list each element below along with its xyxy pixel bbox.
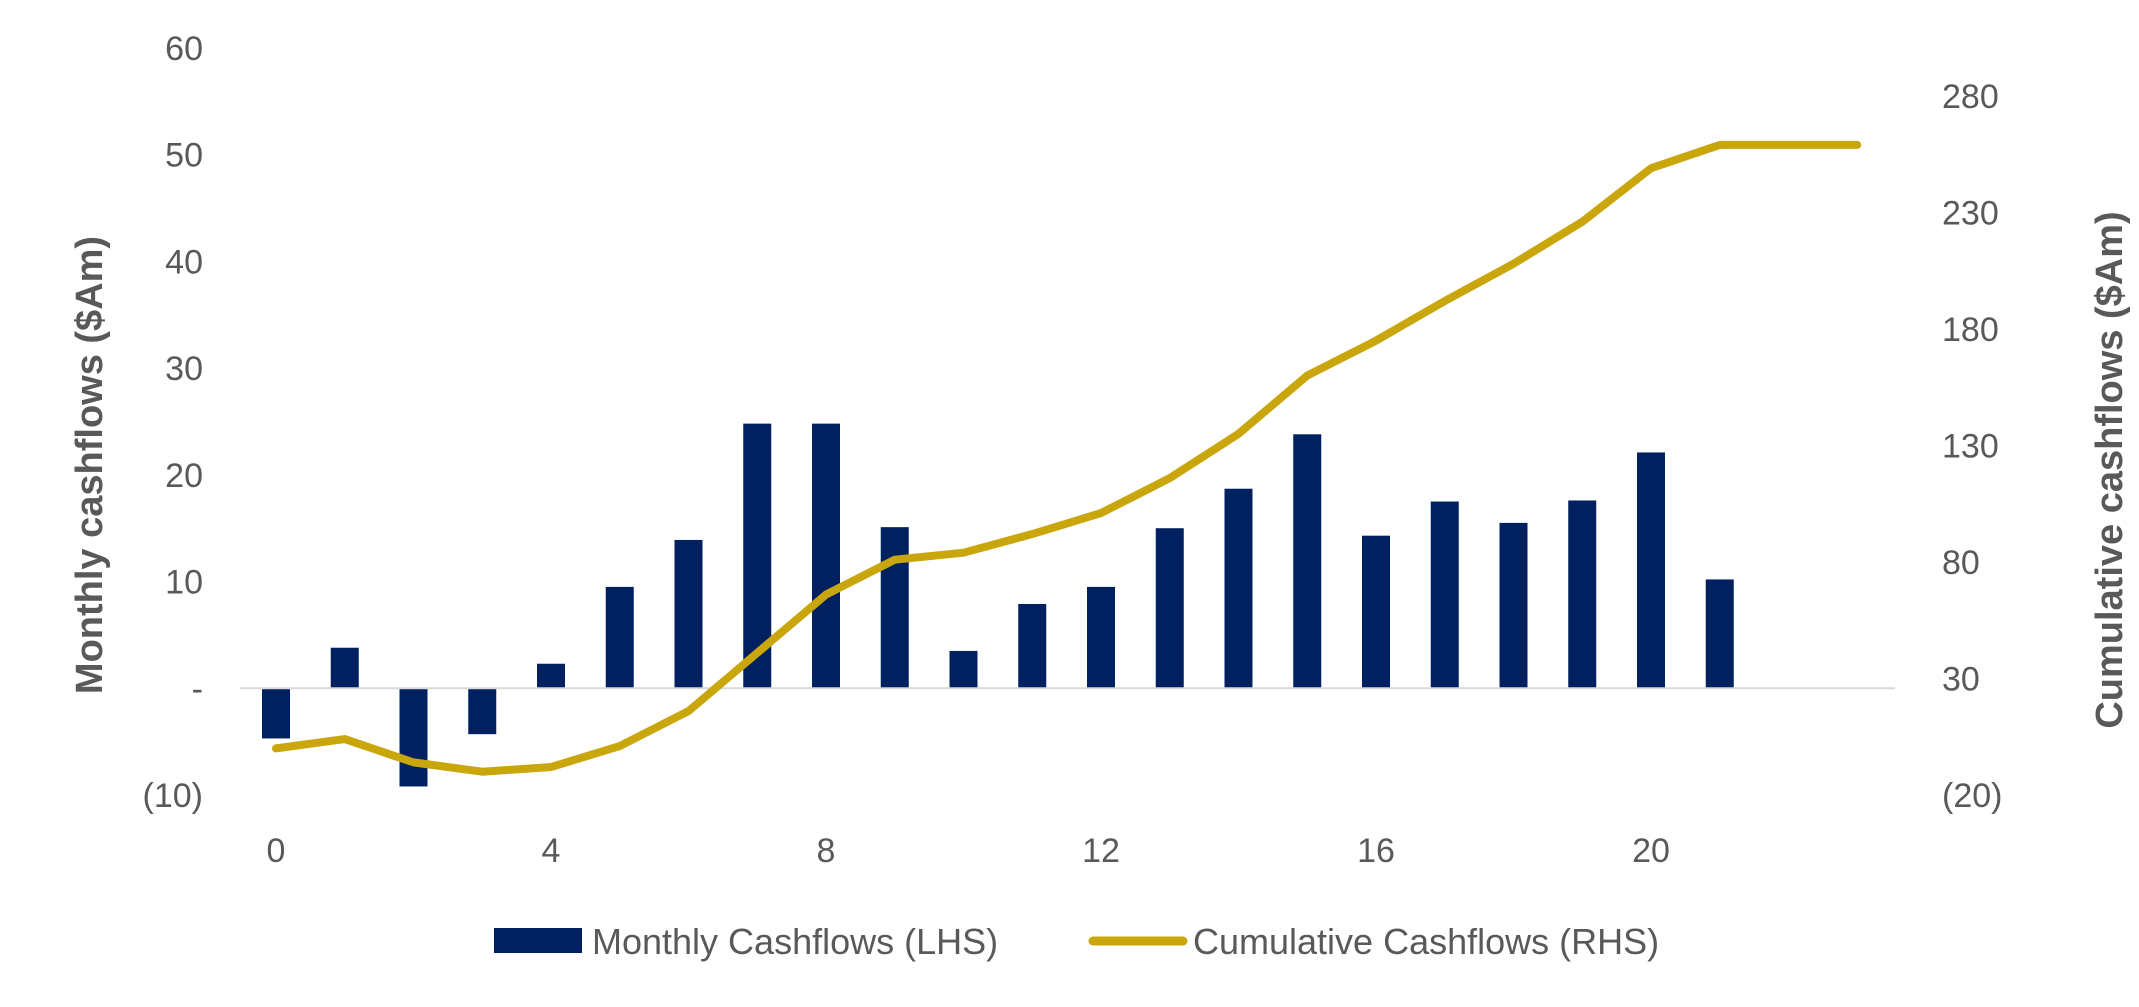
bar-10 <box>949 650 978 689</box>
bar-13 <box>1155 528 1184 689</box>
bar-0 <box>262 688 290 739</box>
left-tick-label: (10) <box>143 777 203 815</box>
x-axis-ticks: 0 4 8 12 16 20 <box>267 832 1670 870</box>
right-axis-title: Cumulative cashflows ($Am) <box>2089 211 2131 728</box>
x-tick-label: 4 <box>542 832 561 870</box>
right-axis-ticks: (20) 30 80 130 180 230 280 <box>1942 78 2002 815</box>
bar-6 <box>674 539 703 689</box>
x-tick-label: 16 <box>1357 832 1395 870</box>
legend-bar-swatch <box>494 928 582 953</box>
x-tick-label: 0 <box>267 832 286 870</box>
left-tick-label: - <box>192 670 203 708</box>
bar-5 <box>605 586 634 689</box>
right-tick-label: 180 <box>1942 311 1999 349</box>
left-tick-label: 20 <box>165 457 203 495</box>
left-axis-title: Monthly cashflows ($Am) <box>69 236 111 694</box>
right-tick-label: 80 <box>1942 544 1980 582</box>
cumulative-line <box>272 140 1862 776</box>
right-tick-label: 130 <box>1942 428 1999 466</box>
legend: Monthly Cashflows (LHS) Cumulative Cashf… <box>494 921 1659 962</box>
bar-series <box>262 423 1734 787</box>
bar-3 <box>468 688 497 735</box>
legend-bar-label: Monthly Cashflows (LHS) <box>592 921 998 962</box>
left-tick-label: 60 <box>165 30 203 68</box>
bar-8 <box>812 423 840 689</box>
bar-18 <box>1499 522 1528 689</box>
bar-16 <box>1362 535 1390 689</box>
left-tick-label: 50 <box>165 137 203 175</box>
legend-line-label: Cumulative Cashflows (RHS) <box>1193 921 1659 962</box>
bar-12 <box>1087 586 1115 689</box>
x-tick-label: 20 <box>1632 832 1670 870</box>
bar-17 <box>1430 501 1459 689</box>
right-tick-label: 230 <box>1942 195 1999 233</box>
bar-14 <box>1224 488 1253 689</box>
bar-2 <box>399 688 428 787</box>
bar-11 <box>1018 603 1047 689</box>
left-tick-label: 30 <box>165 350 203 388</box>
bar-1 <box>330 647 359 689</box>
bar-15 <box>1293 434 1322 689</box>
right-tick-label: 30 <box>1942 661 1980 699</box>
left-tick-label: 10 <box>165 564 203 602</box>
bar-21 <box>1705 579 1734 689</box>
right-tick-label: (20) <box>1942 777 2002 815</box>
bar-20 <box>1637 452 1665 689</box>
right-tick-label: 280 <box>1942 78 1999 116</box>
left-tick-label: 40 <box>165 243 203 281</box>
bar-19 <box>1568 500 1597 689</box>
x-tick-label: 8 <box>817 832 836 870</box>
x-tick-label: 12 <box>1082 832 1120 870</box>
left-axis-ticks: (10) - 10 20 30 40 50 60 <box>143 30 203 815</box>
bar-9 <box>880 527 909 689</box>
bar-4 <box>537 663 565 689</box>
